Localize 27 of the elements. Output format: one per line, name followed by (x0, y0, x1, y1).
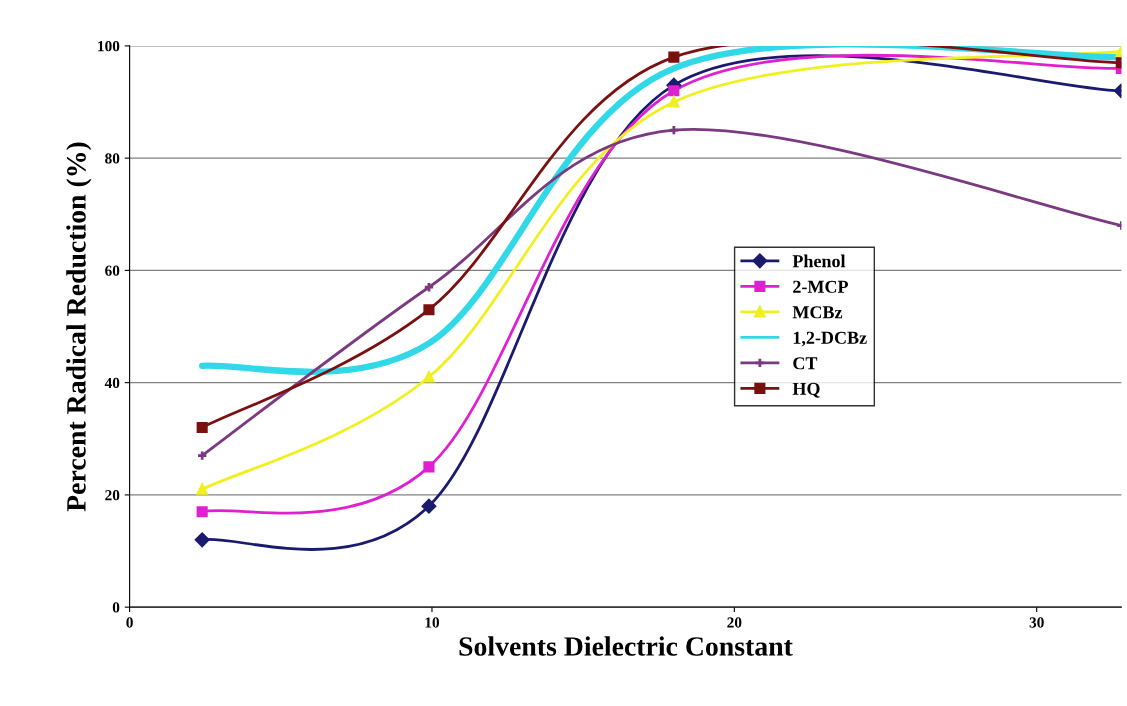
point (194, 532, 210, 548)
legend-label: Phenol (792, 254, 846, 268)
y-tick-label: 80 (105, 153, 120, 164)
x-tick-label: 20 (727, 617, 742, 628)
y-tick-label: 0 (112, 602, 120, 613)
x-tick-label: 10 (425, 617, 440, 628)
point (196, 483, 208, 495)
legend-label: 1,2-DCBz (793, 331, 867, 347)
point (668, 85, 680, 97)
point (421, 498, 437, 514)
y-tick-label: 20 (105, 490, 120, 501)
point (668, 51, 680, 63)
legend-label: HQ (792, 382, 820, 398)
point (196, 422, 208, 434)
x-axis-title: Solvents Dielectric Constant (459, 636, 793, 656)
legend-label: CT (793, 357, 818, 370)
y-tick-label: 40 (104, 377, 120, 389)
legend-label: MCBz (792, 306, 843, 319)
point (196, 506, 208, 518)
y-tick-label: 60 (105, 265, 120, 276)
point (423, 461, 435, 473)
y-tick-label: 100 (98, 41, 120, 52)
x-tick-label: 0 (126, 617, 133, 628)
y-axis-title: Percent Radical Reduction (%) (66, 142, 92, 512)
x-tick-label: 30 (1029, 617, 1044, 628)
point (423, 304, 435, 316)
legend-label: 2-MCP (793, 280, 849, 293)
